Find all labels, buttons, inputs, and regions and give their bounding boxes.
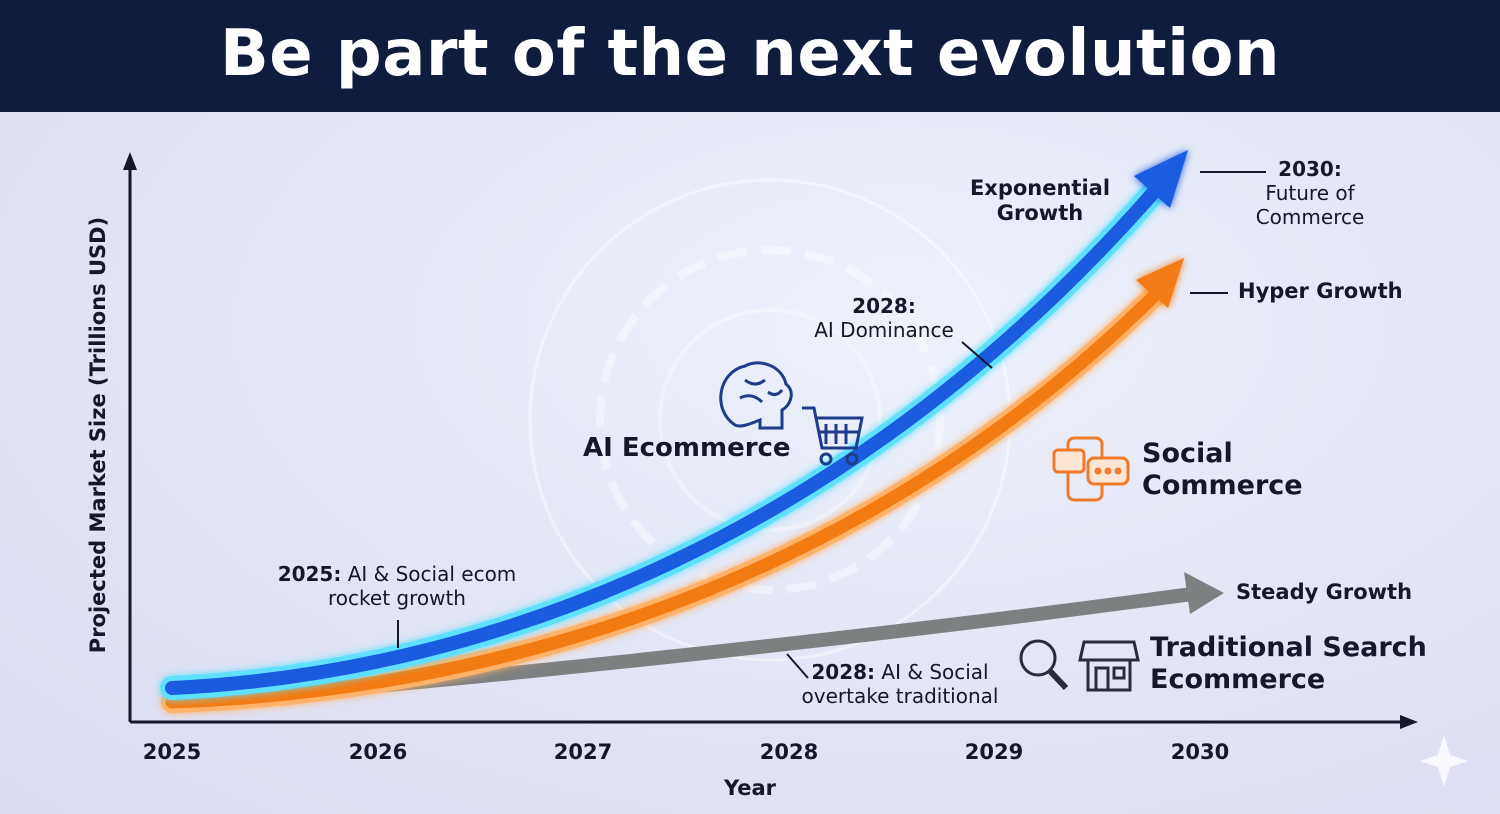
curve-name: AI Ecommerce: [583, 433, 791, 463]
cart-icon: [802, 406, 864, 466]
annotation: 2030: Future of Commerce: [1240, 157, 1380, 229]
title: Be part of the next evolution: [219, 17, 1281, 91]
header-bar: [0, 0, 1500, 112]
social-curve: [165, 283, 1167, 709]
x-tick-label: 2027: [553, 740, 613, 764]
x-tick-label: 2028: [759, 740, 819, 764]
sparkle: [1420, 735, 1468, 787]
x-tick-label: 2030: [1170, 740, 1230, 764]
phone-chat-icon: [1052, 436, 1130, 502]
deco-ring: [658, 308, 882, 532]
annotation-text: AI & Social overtake traditional: [801, 660, 999, 708]
leader-line: [961, 341, 993, 369]
annotation-text: Future of Commerce: [1255, 181, 1365, 229]
annotation-year: 2030:: [1278, 157, 1342, 181]
leader-line: [786, 653, 809, 679]
annotation-text: AI & Social ecom rocket growth: [328, 562, 517, 610]
annotation: 2028: AI Dominance: [794, 294, 974, 342]
x-axis-label: Year: [723, 776, 777, 800]
x-axis-arrow: [1400, 715, 1418, 729]
deco-ring: [596, 246, 944, 594]
curve-name: Social Commerce: [1142, 438, 1303, 502]
annotation-text: AI Dominance: [814, 318, 954, 342]
annotation: 2025: AI & Social ecom rocket growth: [272, 562, 522, 610]
traditional-arrow: [1184, 572, 1224, 614]
brain-icon: [719, 361, 793, 430]
curve-name: Traditional Search Ecommerce: [1150, 632, 1427, 696]
y-axis-arrow: [123, 152, 137, 170]
annotation-year: 2028:: [811, 660, 876, 684]
x-tick-label: 2029: [964, 740, 1024, 764]
social-curve-glow: [161, 279, 1171, 713]
x-tick-label: 2026: [348, 740, 408, 764]
store-icon: [1078, 640, 1140, 692]
annotation: 2028: AI & Social overtake traditional: [780, 660, 1020, 708]
social-arrow: [1136, 258, 1184, 308]
search-icon: [1019, 639, 1069, 691]
ai-curve: [165, 178, 1167, 695]
ai-arrow: [1134, 150, 1188, 208]
x-tick-label: 2025: [142, 740, 202, 764]
annotation-year: 2028:: [852, 294, 916, 318]
annotation-year: 2025:: [277, 562, 342, 586]
y-axis-label: Projected Market Size (Trillions USD): [86, 216, 110, 654]
curve-end-label: Steady Growth: [1236, 580, 1413, 604]
curve-end-label: Hyper Growth: [1238, 279, 1403, 303]
curve-end-label: Exponential Growth: [969, 176, 1111, 226]
